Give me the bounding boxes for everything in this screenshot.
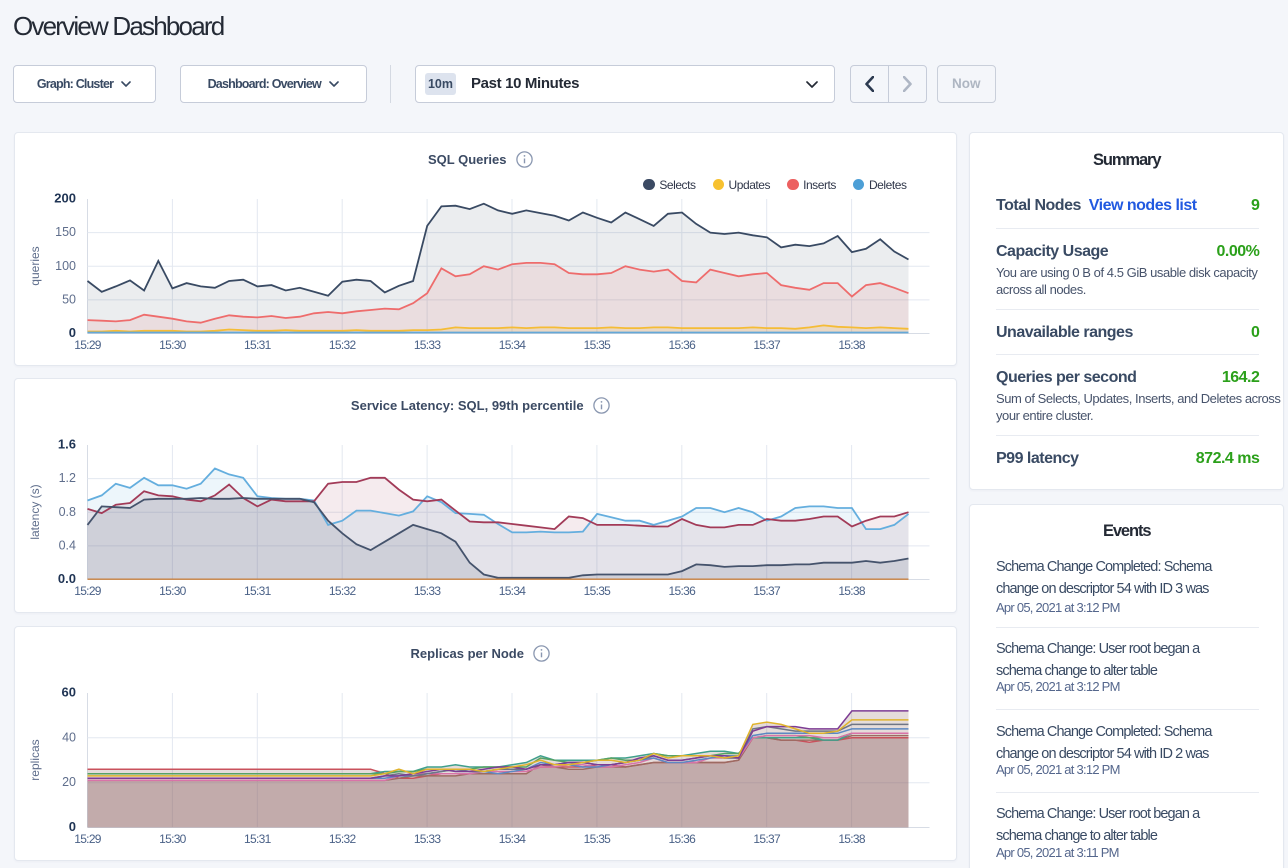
- svg-text:15:38: 15:38: [838, 584, 866, 598]
- svg-text:15:34: 15:34: [498, 832, 526, 846]
- svg-text:15:37: 15:37: [753, 832, 781, 846]
- svg-text:15:31: 15:31: [244, 584, 272, 598]
- svg-text:15:31: 15:31: [244, 338, 272, 352]
- svg-text:15:32: 15:32: [328, 584, 356, 598]
- svg-text:replicas: replicas: [28, 739, 42, 780]
- svg-text:15:30: 15:30: [159, 338, 187, 352]
- svg-text:15:34: 15:34: [498, 338, 526, 352]
- svg-text:60: 60: [61, 684, 75, 699]
- svg-text:20: 20: [62, 775, 76, 789]
- svg-text:1.2: 1.2: [58, 471, 75, 485]
- svg-text:15:38: 15:38: [838, 338, 866, 352]
- svg-text:15:34: 15:34: [498, 584, 526, 598]
- svg-text:100: 100: [55, 258, 76, 272]
- svg-text:15:30: 15:30: [159, 584, 187, 598]
- svg-text:15:33: 15:33: [413, 832, 441, 846]
- svg-text:15:36: 15:36: [668, 584, 696, 598]
- svg-text:15:30: 15:30: [159, 832, 187, 846]
- svg-text:15:32: 15:32: [328, 832, 356, 846]
- svg-text:15:36: 15:36: [668, 338, 696, 352]
- svg-text:15:33: 15:33: [413, 584, 441, 598]
- svg-text:15:36: 15:36: [668, 832, 696, 846]
- svg-text:15:37: 15:37: [753, 584, 781, 598]
- svg-text:15:31: 15:31: [244, 832, 272, 846]
- svg-text:15:33: 15:33: [413, 338, 441, 352]
- svg-text:15:35: 15:35: [583, 832, 611, 846]
- svg-text:0.0: 0.0: [57, 571, 75, 586]
- svg-text:15:29: 15:29: [74, 338, 102, 352]
- svg-text:15:38: 15:38: [838, 832, 866, 846]
- svg-text:15:35: 15:35: [583, 584, 611, 598]
- svg-text:40: 40: [62, 730, 76, 744]
- svg-text:queries: queries: [28, 246, 42, 285]
- svg-text:15:37: 15:37: [753, 338, 781, 352]
- svg-text:0.4: 0.4: [58, 538, 75, 552]
- svg-text:50: 50: [62, 292, 76, 306]
- svg-text:15:29: 15:29: [74, 832, 102, 846]
- svg-text:0.8: 0.8: [58, 504, 75, 518]
- svg-text:15:29: 15:29: [74, 584, 102, 598]
- svg-text:200: 200: [54, 190, 76, 205]
- svg-text:15:32: 15:32: [328, 338, 356, 352]
- svg-text:150: 150: [55, 225, 76, 239]
- svg-text:1.6: 1.6: [57, 436, 75, 451]
- svg-text:15:35: 15:35: [583, 338, 611, 352]
- svg-text:0: 0: [68, 819, 75, 834]
- svg-text:latency (s): latency (s): [28, 484, 42, 539]
- svg-text:0: 0: [68, 325, 75, 340]
